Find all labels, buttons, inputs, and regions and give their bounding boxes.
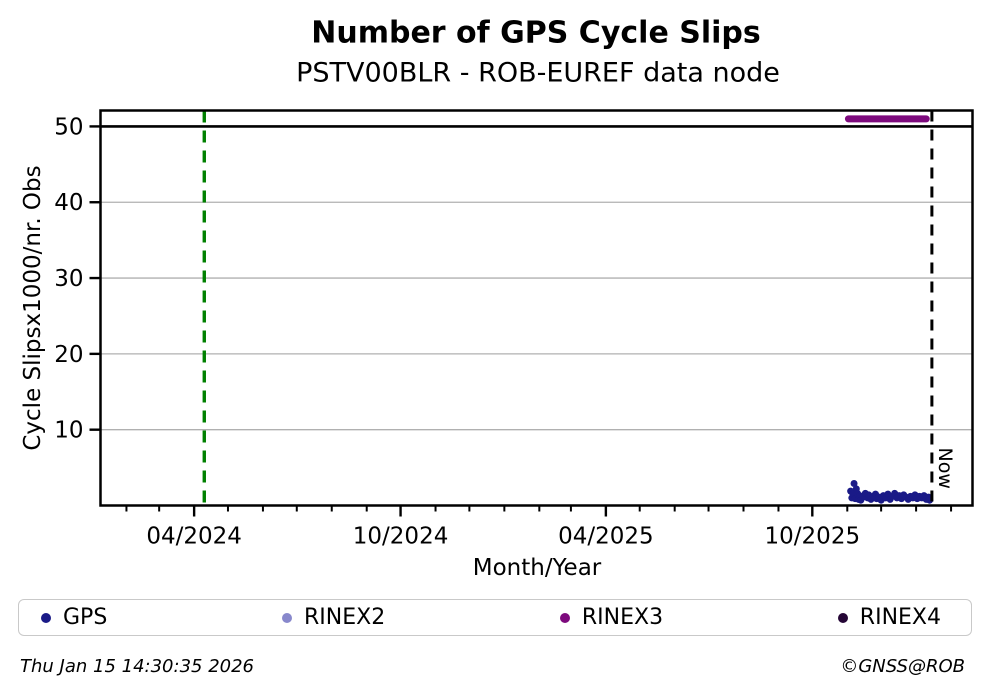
svg-text:04/2025: 04/2025 [558, 524, 654, 550]
legend: GPS RINEX2 RINEX3 RINEX4 [18, 599, 972, 636]
svg-text:Now: Now [934, 448, 956, 489]
legend-item-rinex4: RINEX4 [837, 604, 941, 630]
legend-label-rinex4: RINEX4 [859, 604, 941, 630]
legend-label-gps: GPS [63, 604, 108, 630]
legend-item-rinex2: RINEX2 [281, 604, 386, 630]
legend-item-gps: GPS [41, 604, 108, 630]
svg-text:10: 10 [54, 418, 83, 444]
svg-text:50: 50 [54, 114, 83, 140]
svg-text:10/2024: 10/2024 [353, 524, 449, 550]
gps-marker-icon [41, 612, 51, 623]
chart-subtitle: PSTV00BLR - ROB-EUREF data node [296, 57, 780, 89]
copyright: ©GNSS@ROB [840, 656, 965, 677]
legend-item-rinex3: RINEX3 [559, 604, 664, 630]
svg-text:10/2025: 10/2025 [765, 524, 861, 550]
cycle-slips-plot: Now 04/2024 10/2024 04/2025 10/2025 10 20 30 40 5… [54, 109, 974, 550]
svg-text:04/2024: 04/2024 [146, 524, 242, 550]
rinex4-marker-icon [837, 612, 848, 623]
rinex2-marker-icon [281, 612, 292, 623]
generation-timestamp: Thu Jan 15 14:30:35 2026 [20, 656, 254, 677]
legend-label-rinex3: RINEX3 [581, 604, 664, 630]
svg-text:40: 40 [54, 190, 83, 216]
svg-text:20: 20 [54, 342, 83, 368]
rinex3-marker-icon [559, 612, 570, 623]
y-axis-label: Cycle Slipsx1000/nr. Obs [20, 165, 46, 451]
chart-title: Number of GPS Cycle Slips [311, 15, 761, 51]
legend-label-rinex2: RINEX2 [303, 604, 386, 630]
x-axis-label: Month/Year [472, 555, 602, 581]
svg-text:30: 30 [54, 266, 83, 292]
